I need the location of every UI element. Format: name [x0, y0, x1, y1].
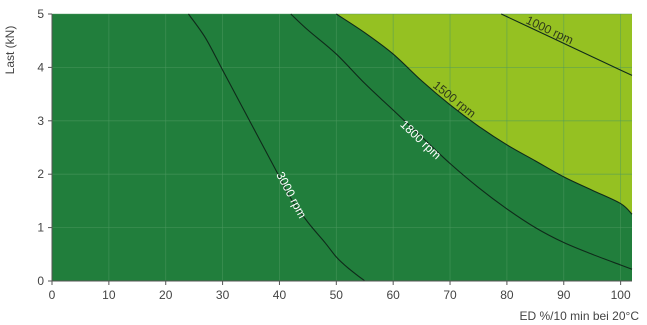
x-tick-label: 10 — [102, 288, 116, 302]
curve-1800-rpm — [290, 13, 633, 270]
x-axis-label: ED %/10 min bei 20°C — [519, 309, 639, 323]
x-tick-label: 40 — [273, 288, 287, 302]
x-tick-label: 60 — [386, 288, 400, 302]
y-tick-label: 1 — [37, 221, 44, 235]
y-tick-label: 2 — [37, 167, 44, 181]
curve-1000-rpm — [500, 13, 633, 76]
tick-labels: 0 10 20 30 40 50 60 70 80 90 100 0 1 2 3 4 5 — [37, 7, 631, 302]
x-tick-label: 70 — [443, 288, 457, 302]
axes — [51, 14, 632, 282]
x-tick-label: 100 — [611, 288, 631, 302]
curve-1500-rpm — [336, 13, 633, 215]
plot-area — [52, 14, 632, 281]
x-tick-label: 80 — [500, 288, 514, 302]
grid-lines — [52, 13, 632, 281]
curve-3000-rpm — [188, 13, 366, 282]
y-tick-label: 5 — [37, 7, 44, 21]
x-tick-label: 20 — [159, 288, 173, 302]
x-tick-label: 90 — [557, 288, 571, 302]
light-region — [336, 14, 632, 215]
y-tick-label: 4 — [37, 60, 44, 74]
x-tick-label: 50 — [330, 288, 344, 302]
y-tick-label: 0 — [37, 274, 44, 288]
curves — [188, 13, 633, 282]
x-tick-label: 30 — [216, 288, 230, 302]
x-tick-label: 0 — [49, 288, 56, 302]
y-tick-label: 3 — [37, 114, 44, 128]
y-axis-label: Last (kN) — [3, 26, 17, 75]
